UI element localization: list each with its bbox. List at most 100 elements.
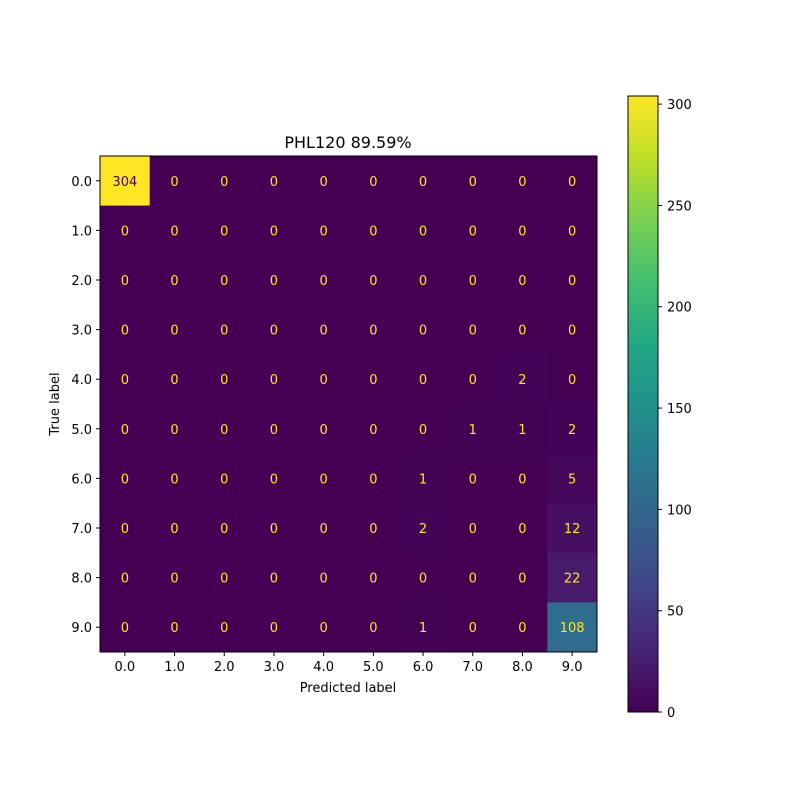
heatmap-cell <box>447 205 499 256</box>
heatmap-cell <box>298 255 349 306</box>
cell-value-label: 0 <box>220 472 228 487</box>
cell-value-label: 2 <box>568 423 576 438</box>
cell-value-label: 0 <box>518 224 526 239</box>
heatmap-cell <box>149 156 200 207</box>
heatmap-cell <box>249 602 300 653</box>
x-tick-label: 3.0 <box>264 660 285 675</box>
cell-value-label: 0 <box>419 373 427 388</box>
heatmap-cell <box>447 503 499 554</box>
heatmap-cell <box>497 602 548 653</box>
y-tick-label: 7.0 <box>71 522 92 537</box>
cell-value-label: 0 <box>369 621 377 636</box>
cell-value-label: 2 <box>419 522 427 537</box>
heatmap-cell <box>447 602 499 653</box>
cell-value-label: 0 <box>121 224 129 239</box>
heatmap-cell <box>547 205 598 256</box>
cell-value-label: 0 <box>419 224 427 239</box>
cell-value-label: 0 <box>369 373 377 388</box>
cell-value-label: 0 <box>518 522 526 537</box>
heatmap-cell <box>348 453 399 504</box>
cell-value-label: 2 <box>518 373 526 388</box>
cell-value-label: 0 <box>270 522 278 537</box>
cell-value-label: 0 <box>170 472 178 487</box>
cell-value-label: 0 <box>121 324 129 339</box>
heatmap-cell <box>547 354 598 405</box>
cell-value-label: 0 <box>121 274 129 289</box>
heatmap-cell <box>398 404 449 455</box>
chart-title: PHL120 89.59% <box>284 133 411 152</box>
heatmap-cell <box>348 255 399 306</box>
heatmap-cell <box>348 404 399 455</box>
heatmap-cell <box>398 156 449 207</box>
cell-value-label: 0 <box>220 423 228 438</box>
colorbar-tick-label: 150 <box>667 402 692 417</box>
cell-value-label: 0 <box>469 472 477 487</box>
heatmap-cell <box>497 404 548 455</box>
y-tick-label: 9.0 <box>71 621 92 636</box>
cell-value-label: 0 <box>270 274 278 289</box>
cell-value-label: 0 <box>170 373 178 388</box>
heatmap-cell <box>547 404 598 455</box>
heatmap-cell <box>398 602 449 653</box>
heatmap-cell <box>348 552 399 603</box>
cell-value-label: 0 <box>121 621 129 636</box>
y-tick-label: 5.0 <box>71 423 92 438</box>
heatmap-cell <box>149 552 200 603</box>
heatmap-cell <box>497 205 548 256</box>
cell-value-label: 0 <box>220 224 228 239</box>
heatmap-cell <box>348 304 399 355</box>
heatmap-cell <box>398 205 449 256</box>
heatmap-cell <box>398 304 449 355</box>
y-tick-label: 4.0 <box>71 373 92 388</box>
heatmap-cell <box>149 602 200 653</box>
x-tick-label: 7.0 <box>462 660 483 675</box>
cell-value-label: 0 <box>568 274 576 289</box>
cell-value-label: 0 <box>320 224 328 239</box>
cell-value-label: 5 <box>568 472 576 487</box>
heatmap-cell <box>249 354 300 405</box>
heatmap-cell <box>348 156 399 207</box>
heatmap-cell <box>199 205 250 256</box>
cell-value-label: 0 <box>469 572 477 587</box>
heatmap-cell <box>100 453 151 504</box>
colorbar-tick-label: 300 <box>667 98 692 113</box>
cell-value-label: 0 <box>320 522 328 537</box>
heatmap-cell <box>199 503 250 554</box>
heatmap-cell <box>447 354 499 405</box>
cell-value-label: 0 <box>170 274 178 289</box>
y-axis-label: True label <box>48 372 63 436</box>
heatmap-cell <box>249 156 300 207</box>
heatmap-cell <box>497 552 548 603</box>
x-tick-label: 2.0 <box>214 660 235 675</box>
cell-value-label: 0 <box>121 373 129 388</box>
x-tick-label: 1.0 <box>164 660 185 675</box>
cell-value-label: 0 <box>320 274 328 289</box>
heatmap-cell <box>199 354 250 405</box>
y-tick-label: 6.0 <box>71 472 92 487</box>
cell-value-label: 0 <box>518 572 526 587</box>
cell-value-label: 0 <box>469 175 477 190</box>
cell-value-label: 0 <box>220 175 228 190</box>
cell-value-label: 0 <box>270 472 278 487</box>
cell-value-label: 0 <box>369 324 377 339</box>
heatmap-cell <box>348 205 399 256</box>
cell-value-label: 0 <box>270 572 278 587</box>
cell-value-label: 0 <box>518 175 526 190</box>
cell-value-label: 0 <box>419 175 427 190</box>
cell-value-label: 0 <box>419 274 427 289</box>
cell-value-label: 12 <box>564 522 581 537</box>
heatmap-cell <box>199 156 250 207</box>
cell-value-label: 0 <box>220 621 228 636</box>
heatmap-cell <box>199 453 250 504</box>
cell-value-label: 0 <box>220 274 228 289</box>
cell-value-label: 0 <box>419 324 427 339</box>
y-tick-label: 3.0 <box>71 324 92 339</box>
heatmap-cell <box>249 503 300 554</box>
cell-value-label: 0 <box>320 373 328 388</box>
heatmap-cell <box>398 503 449 554</box>
heatmap-cell <box>298 404 349 455</box>
colorbar-ticks: 0 50 100 150 200 250 300 <box>658 98 692 721</box>
heatmap-cell <box>249 304 300 355</box>
x-tick-label: 8.0 <box>512 660 533 675</box>
